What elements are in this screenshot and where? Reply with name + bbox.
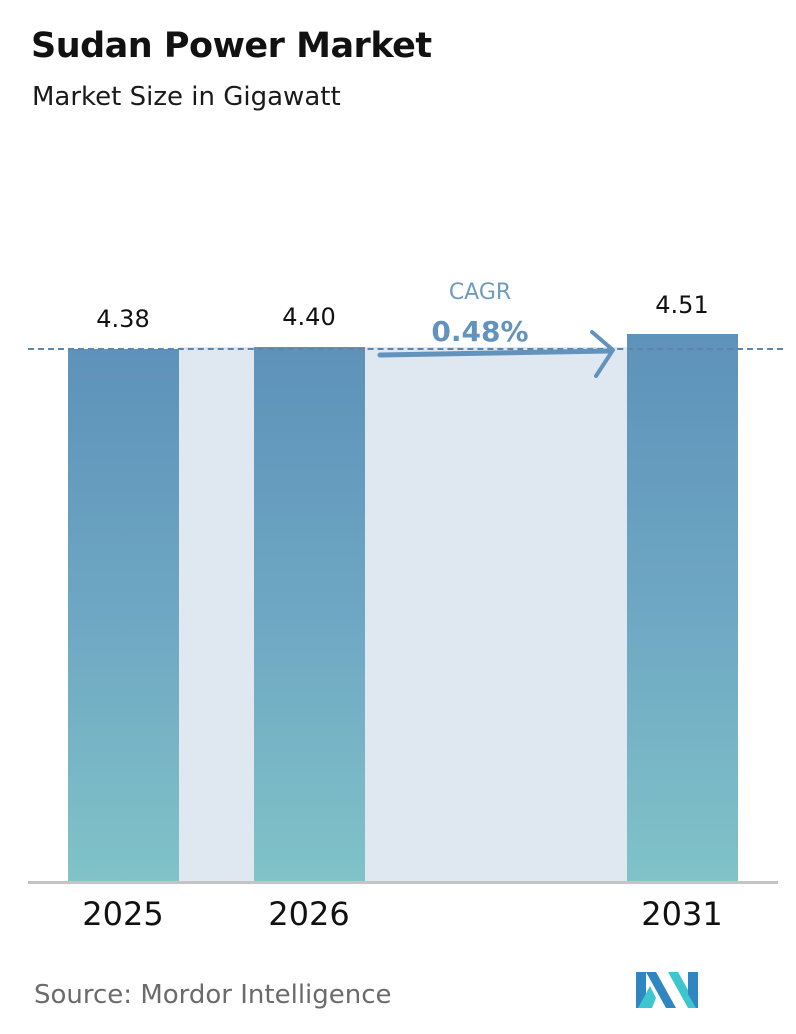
x-label-2026: 2026 — [268, 895, 350, 933]
chart-title: Sudan Power Market — [31, 26, 432, 66]
bar-2026 — [254, 347, 365, 882]
bar-2025 — [68, 349, 179, 882]
mordor-intelligence-logo-icon — [636, 972, 698, 1008]
bar-value-2026: 4.40 — [282, 303, 336, 331]
source-text: Source: Mordor Intelligence — [34, 980, 392, 1010]
cagr-label: CAGR — [448, 280, 512, 305]
background-band-1 — [179, 347, 254, 882]
background-band-2 — [365, 347, 627, 882]
cagr-arrow-icon — [377, 330, 615, 378]
x-axis-baseline — [28, 881, 778, 884]
cagr-value: 0.48% — [431, 315, 529, 348]
bar-value-2031: 4.51 — [655, 291, 709, 319]
bar-value-2025: 4.38 — [96, 305, 150, 333]
reference-dashed-line — [28, 348, 783, 350]
x-label-2031: 2031 — [641, 895, 723, 933]
bar-2031 — [627, 334, 738, 882]
chart-subtitle: Market Size in Gigawatt — [32, 82, 341, 112]
x-label-2025: 2025 — [82, 895, 164, 933]
